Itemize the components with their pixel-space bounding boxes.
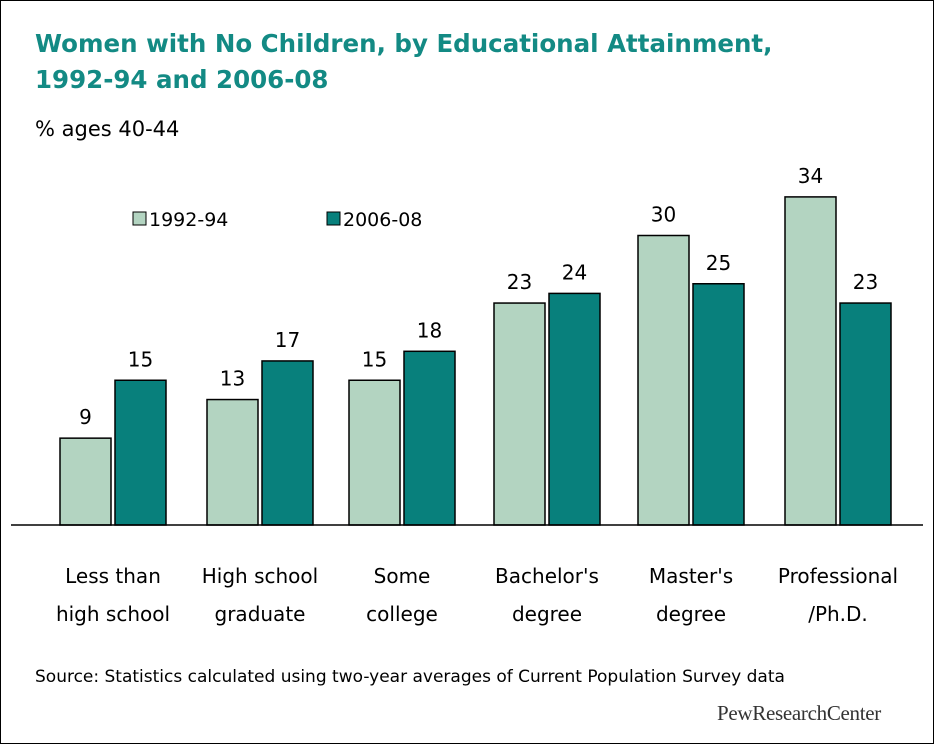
data-label-2006-08-1: 17 xyxy=(275,328,300,352)
source-note: Source: Statistics calculated using two-… xyxy=(35,667,785,687)
legend-swatch-2006-08 xyxy=(326,211,341,226)
category-label-2-line-2: college xyxy=(366,602,438,626)
data-label-1992-94-1: 13 xyxy=(220,367,245,391)
pew-research-center-logo: PewResearchCenter xyxy=(717,701,881,725)
bar-1992-94-0 xyxy=(59,437,112,526)
category-label-3-line-1: Bachelor's xyxy=(495,564,599,588)
data-label-2006-08-3: 24 xyxy=(562,260,587,284)
data-label-2006-08-0: 15 xyxy=(128,347,153,371)
data-label-1992-94-4: 30 xyxy=(651,203,676,227)
bar-1992-94-3 xyxy=(493,302,546,526)
category-label-5-line-2: /Ph.D. xyxy=(808,602,868,626)
bar-1992-94-5 xyxy=(784,196,837,526)
bar-2006-08-2 xyxy=(403,350,456,526)
data-label-1992-94-5: 34 xyxy=(798,164,823,188)
bar-1992-94-2 xyxy=(348,379,401,526)
legend-label-1992-94: 1992-94 xyxy=(149,209,228,231)
category-label-4-line-2: degree xyxy=(656,602,726,626)
data-label-2006-08-4: 25 xyxy=(706,251,731,275)
data-label-1992-94-0: 9 xyxy=(79,405,92,429)
category-label-1-line-1: High school xyxy=(202,564,318,588)
legend-label-2006-08: 2006-08 xyxy=(343,209,422,231)
category-label-5-line-1: Professional xyxy=(778,564,898,588)
bar-1992-94-1 xyxy=(206,398,259,526)
category-label-3-line-2: degree xyxy=(512,602,582,626)
category-label-0-line-2: high school xyxy=(56,602,170,626)
category-label-2-line-1: Some xyxy=(374,564,431,588)
chart-title-line-2: 1992-94 and 2006-08 xyxy=(35,65,329,94)
chart-title-line-1: Women with No Children, by Educational A… xyxy=(35,29,773,58)
bar-2006-08-3 xyxy=(548,292,601,526)
category-label-1-line-2: graduate xyxy=(215,602,306,626)
data-label-2006-08-5: 23 xyxy=(853,270,878,294)
legend-swatch-1992-94 xyxy=(132,211,147,226)
data-label-2006-08-2: 18 xyxy=(417,318,442,342)
bar-2006-08-4 xyxy=(692,283,745,526)
bar-2006-08-5 xyxy=(839,302,892,526)
data-label-1992-94-3: 23 xyxy=(507,270,532,294)
data-label-1992-94-2: 15 xyxy=(362,347,387,371)
chart-title: Women with No Children, by Educational A… xyxy=(35,26,895,98)
bar-2006-08-1 xyxy=(261,360,314,526)
category-label-4-line-1: Master's xyxy=(649,564,733,588)
bar-1992-94-4 xyxy=(637,234,690,526)
category-label-0-line-1: Less than xyxy=(65,564,161,588)
chart-subtitle: % ages 40-44 xyxy=(35,117,180,141)
bar-2006-08-0 xyxy=(114,379,167,526)
